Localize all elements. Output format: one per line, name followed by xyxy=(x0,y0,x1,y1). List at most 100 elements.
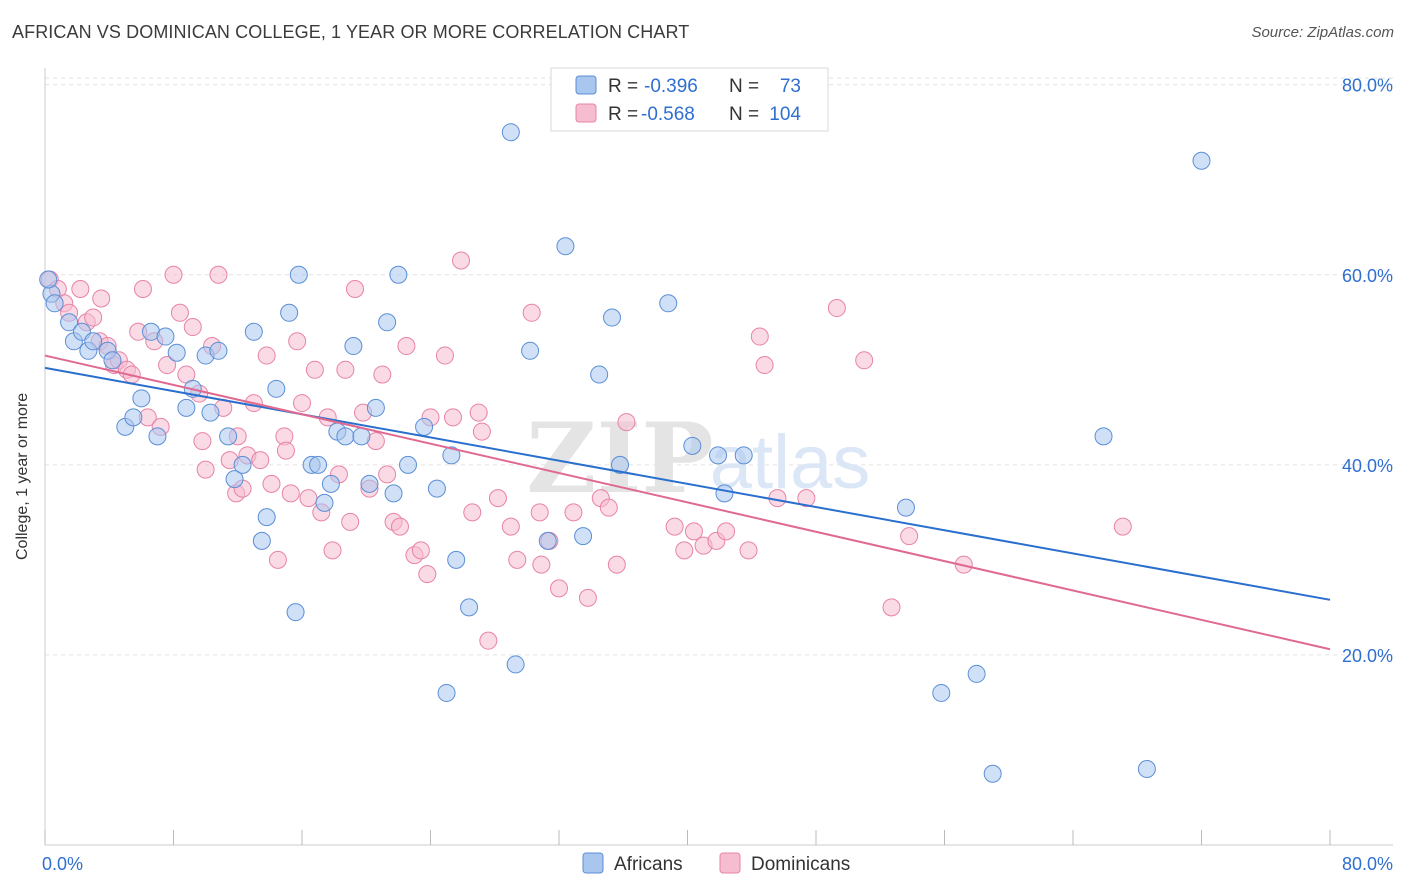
dominicans-point xyxy=(257,346,276,365)
africans-point xyxy=(132,389,151,408)
dominicans-point xyxy=(378,465,397,484)
dominicans-point xyxy=(522,303,541,322)
dominicans-point xyxy=(532,555,551,574)
africans-point xyxy=(1192,151,1211,170)
dominicans-point xyxy=(341,512,360,531)
stats-n-value: 104 xyxy=(769,104,801,125)
dominicans-point xyxy=(607,555,626,574)
africans-point xyxy=(267,379,286,398)
dominicans-point xyxy=(452,251,471,270)
dominicans-point xyxy=(1113,517,1132,536)
grid-lines xyxy=(45,77,1393,656)
africans-point xyxy=(437,683,456,702)
dominicans-point xyxy=(373,365,392,384)
dominicans-point xyxy=(717,522,736,541)
y-tick-label: 20.0% xyxy=(1342,646,1393,666)
africans-point xyxy=(252,531,271,550)
africans-point xyxy=(709,446,728,465)
africans-point xyxy=(556,237,575,256)
dominicans-point xyxy=(84,308,103,327)
africans-point xyxy=(103,351,122,370)
dominicans-point xyxy=(346,280,365,299)
africans-point xyxy=(60,313,79,332)
legend-swatch-africans xyxy=(582,852,604,874)
dominicans-point xyxy=(262,474,281,493)
dominicans-points xyxy=(40,251,1132,650)
africans-point xyxy=(442,446,461,465)
africans-point xyxy=(315,493,334,512)
africans-point xyxy=(538,531,557,550)
africans-point xyxy=(447,550,466,569)
africans-point xyxy=(366,398,385,417)
africans-point xyxy=(219,427,238,446)
dominicans-point xyxy=(564,503,583,522)
stats-r-value: -0.396 xyxy=(644,76,698,97)
africans-point xyxy=(148,427,167,446)
dominicans-point xyxy=(209,265,228,284)
africans-point xyxy=(574,527,593,546)
x-tick-labels: 0.0% 80.0% xyxy=(42,854,1393,874)
africans-point xyxy=(352,427,371,446)
dominicans-point xyxy=(435,346,454,365)
africans-point xyxy=(378,313,397,332)
africans-point xyxy=(983,764,1002,783)
dominicans-point xyxy=(469,403,488,422)
africans-point xyxy=(715,484,734,503)
africans-point xyxy=(659,294,678,313)
africans-point xyxy=(734,446,753,465)
africans-trend-line xyxy=(44,366,1331,601)
africans-points xyxy=(39,123,1211,783)
chart-title: AFRICAN VS DOMINICAN COLLEGE, 1 YEAR OR … xyxy=(12,22,690,42)
africans-point xyxy=(309,455,328,474)
dominicans-point xyxy=(183,318,202,337)
dominicans-point xyxy=(418,565,437,584)
africans-point xyxy=(384,484,403,503)
dominicans-point xyxy=(675,541,694,560)
y-tick-label: 60.0% xyxy=(1342,266,1393,286)
africans-point xyxy=(257,508,276,527)
legend-label-africans: Africans xyxy=(614,854,683,875)
africans-point xyxy=(280,303,299,322)
africans-point xyxy=(124,408,143,427)
africans-point xyxy=(932,683,951,702)
dominicans-point xyxy=(71,280,90,299)
africans-point xyxy=(389,265,408,284)
dominicans-point xyxy=(170,303,189,322)
africans-point xyxy=(84,332,103,351)
africans-point xyxy=(1137,759,1156,778)
stats-swatch-dominicans xyxy=(575,103,597,123)
africans-point xyxy=(460,598,479,617)
dominicans-point xyxy=(251,451,270,470)
africans-point xyxy=(167,343,186,362)
dominicans-point xyxy=(158,356,177,375)
dominicans-point xyxy=(488,489,507,508)
africans-point xyxy=(286,603,305,622)
dominicans-point xyxy=(617,413,636,432)
dominicans-point xyxy=(463,503,482,522)
axes xyxy=(44,68,1393,846)
africans-point xyxy=(1094,427,1113,446)
dominicans-point xyxy=(281,484,300,503)
dominicans-point xyxy=(390,517,409,536)
dominicans-point xyxy=(550,579,568,598)
dominicans-point xyxy=(530,503,549,522)
y-tick-labels: 20.0% 40.0% 60.0% 80.0% xyxy=(1342,76,1393,666)
africans-point xyxy=(506,655,525,674)
dominicans-trend-line xyxy=(44,354,1331,651)
dominicans-point xyxy=(479,631,498,650)
africans-point xyxy=(967,664,986,683)
africans-point xyxy=(209,341,228,360)
africans-point xyxy=(233,455,252,474)
africans-point xyxy=(415,417,434,436)
africans-point xyxy=(225,470,244,489)
stats-r-label: R = xyxy=(608,76,638,97)
dominicans-point xyxy=(750,327,769,346)
stats-n-value: 73 xyxy=(780,76,801,97)
dominicans-point xyxy=(268,550,287,569)
dominicans-point xyxy=(164,265,183,284)
dominicans-point xyxy=(336,360,355,379)
africans-point xyxy=(244,322,263,341)
africans-point xyxy=(201,403,220,422)
dominicans-point xyxy=(797,489,816,508)
